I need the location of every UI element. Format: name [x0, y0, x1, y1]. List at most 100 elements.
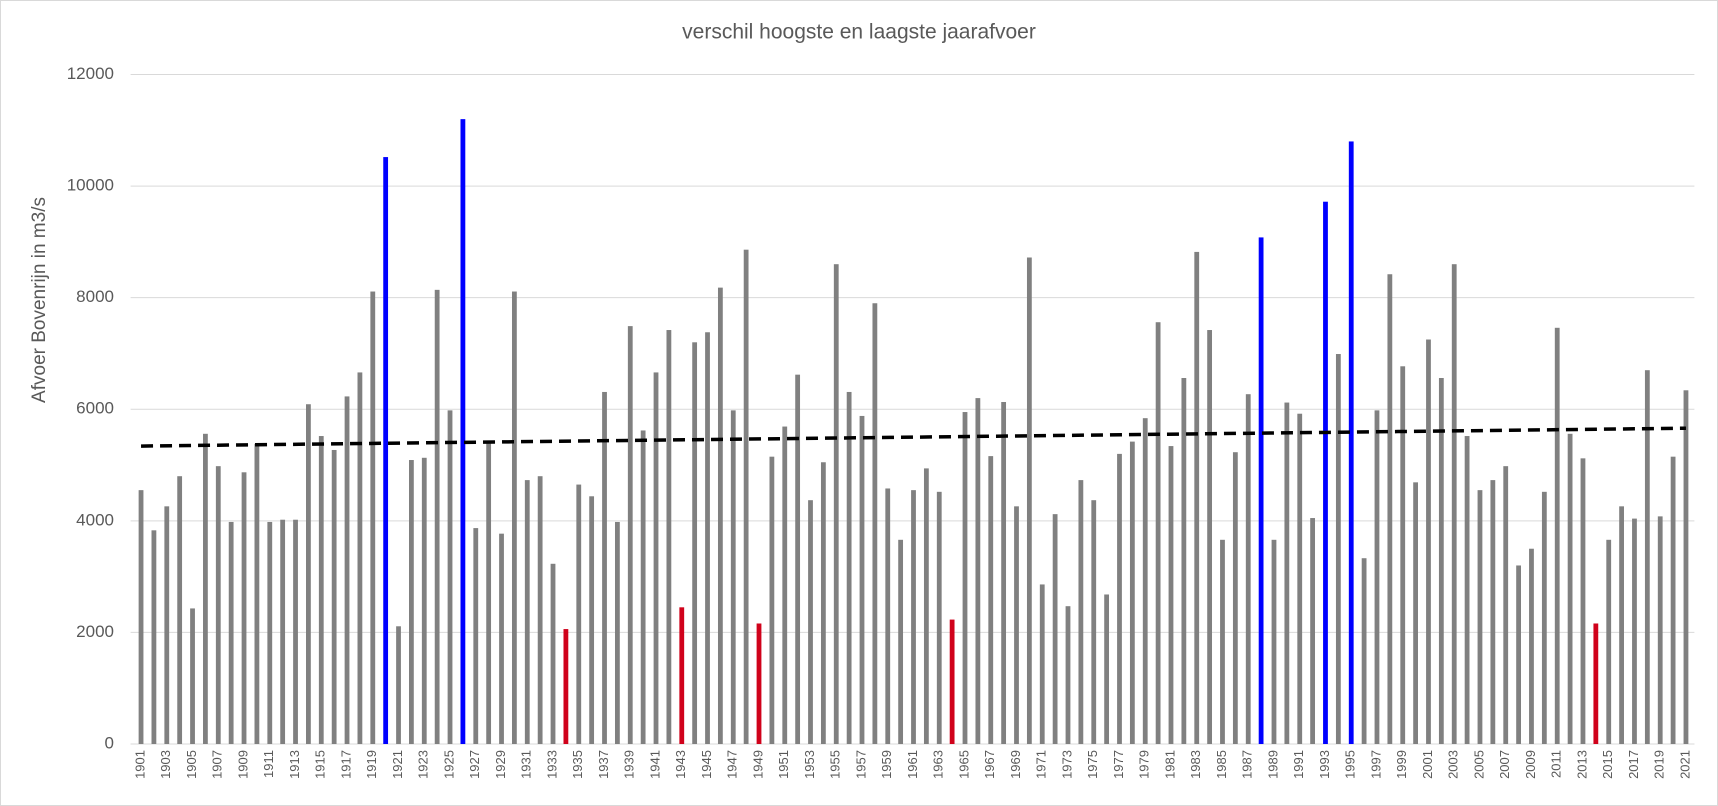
bar: [1644, 370, 1650, 744]
bar: [151, 530, 157, 744]
bar: [524, 480, 530, 744]
x-tick-label: 1925: [441, 750, 456, 779]
bar: [344, 396, 350, 744]
bar: [383, 157, 389, 745]
x-tick-label: 1993: [1317, 750, 1332, 779]
bar: [511, 291, 517, 744]
bar: [306, 404, 311, 744]
bar: [1387, 274, 1393, 744]
bar: [1619, 506, 1624, 744]
bar: [1310, 518, 1316, 744]
x-tick-label: 1935: [570, 750, 585, 779]
x-tick-label: 1917: [338, 750, 353, 779]
x-tick-label: 1955: [828, 750, 843, 779]
x-tick-label: 2021: [1677, 750, 1692, 779]
bar: [602, 391, 607, 744]
bar: [808, 500, 813, 744]
bar: [1348, 141, 1354, 744]
bar: [177, 476, 183, 744]
bar: [666, 330, 672, 744]
bar: [1232, 452, 1238, 744]
bar: [640, 430, 646, 744]
x-tick-label: 1939: [622, 750, 637, 779]
bar: [833, 264, 839, 744]
bar: [1168, 446, 1174, 744]
x-tick-label: 1933: [544, 750, 559, 779]
bar: [1580, 458, 1586, 744]
bar: [1207, 330, 1213, 744]
bar: [1220, 539, 1225, 744]
bar: [138, 490, 144, 744]
bar: [254, 443, 260, 744]
bar: [280, 519, 286, 744]
x-tick-label: 1913: [287, 750, 302, 779]
y-tick-label: 10000: [67, 176, 114, 195]
bar: [1413, 482, 1419, 744]
bar: [1541, 491, 1547, 744]
x-tick-label: 1951: [776, 750, 791, 779]
x-tick-label: 1975: [1085, 750, 1100, 779]
bar: [898, 539, 904, 744]
chart-title: verschil hoogste en laagste jaarafvoer: [682, 21, 1036, 44]
y-tick-label: 8000: [76, 287, 114, 306]
bar: [1335, 354, 1341, 744]
bar: [846, 391, 852, 744]
y-tick-label: 2000: [76, 622, 114, 641]
bar: [1593, 623, 1599, 744]
bar: [1683, 390, 1689, 744]
bar: [1142, 418, 1148, 744]
bar: [370, 291, 376, 744]
bar: [1117, 453, 1122, 744]
x-tick-label: 1919: [364, 750, 379, 779]
bar: [782, 426, 788, 744]
bar: [936, 491, 942, 744]
x-tick-label: 1909: [235, 750, 250, 779]
x-tick-label: 1953: [802, 750, 817, 779]
x-tick-label: 1985: [1214, 750, 1229, 779]
x-tick-label: 2015: [1600, 750, 1615, 779]
bar: [434, 289, 440, 744]
x-tick-label: 2005: [1471, 750, 1486, 779]
bar: [1567, 433, 1573, 744]
bar: [241, 472, 247, 744]
x-tick-label: 1943: [673, 750, 688, 779]
bar: [357, 372, 363, 744]
bar: [1670, 456, 1676, 744]
bar: [820, 462, 826, 744]
x-tick-label: 1989: [1265, 750, 1280, 779]
x-tick-label: 1995: [1343, 750, 1358, 779]
bar: [396, 626, 401, 744]
x-tick-label: 1999: [1394, 750, 1409, 779]
x-tick-label: 1949: [750, 750, 765, 779]
bar: [190, 608, 195, 744]
bar: [589, 496, 595, 744]
x-tick-label: 1979: [1137, 750, 1152, 779]
x-tick-label: 2013: [1574, 750, 1589, 779]
bar: [1026, 257, 1032, 744]
bar: [679, 607, 685, 744]
bar: [537, 476, 543, 744]
bar: [717, 287, 723, 744]
bar: [756, 623, 762, 744]
x-tick-label: 1977: [1111, 750, 1126, 779]
bar: [164, 506, 170, 744]
x-tick-label: 1961: [905, 750, 920, 779]
bar: [1490, 480, 1496, 744]
bar: [1078, 480, 1084, 744]
x-tick-label: 2017: [1626, 750, 1641, 779]
x-tick-label: 1911: [261, 750, 276, 778]
bar: [293, 519, 298, 744]
y-tick-label: 6000: [76, 399, 114, 418]
x-tick-label: 1929: [493, 750, 508, 779]
bar: [743, 249, 749, 744]
bar: [730, 410, 736, 744]
bar: [1014, 506, 1019, 744]
x-tick-label: 1981: [1162, 750, 1177, 779]
bar: [859, 415, 865, 744]
bar: [988, 456, 994, 744]
bar: [331, 449, 337, 744]
x-tick-label: 1987: [1240, 750, 1255, 779]
bar: [1104, 594, 1110, 744]
bar: [576, 484, 582, 744]
